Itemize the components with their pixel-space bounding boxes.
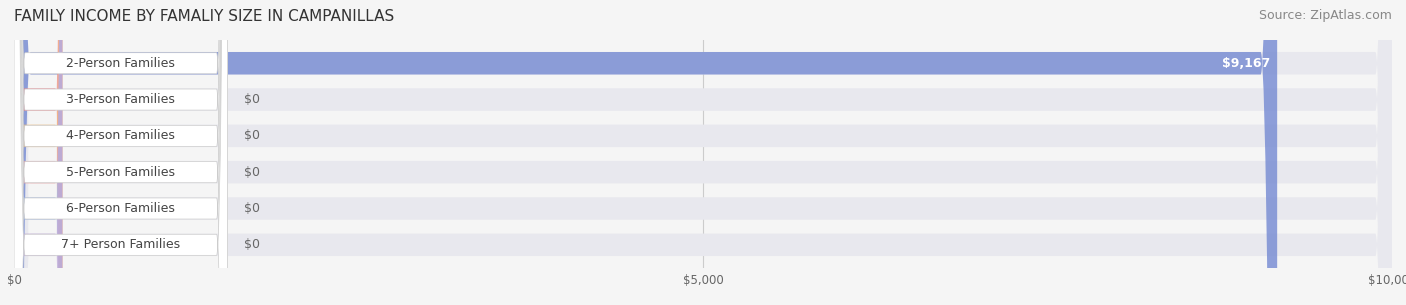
Text: Source: ZipAtlas.com: Source: ZipAtlas.com <box>1258 9 1392 22</box>
FancyBboxPatch shape <box>14 0 1392 305</box>
Text: FAMILY INCOME BY FAMALIY SIZE IN CAMPANILLAS: FAMILY INCOME BY FAMALIY SIZE IN CAMPANI… <box>14 9 394 24</box>
FancyBboxPatch shape <box>14 0 1392 305</box>
FancyBboxPatch shape <box>14 0 62 305</box>
Text: $0: $0 <box>245 166 260 179</box>
FancyBboxPatch shape <box>14 0 228 305</box>
Text: 5-Person Families: 5-Person Families <box>66 166 176 179</box>
Text: $9,167: $9,167 <box>1222 57 1270 70</box>
Text: 7+ Person Families: 7+ Person Families <box>62 238 180 251</box>
FancyBboxPatch shape <box>14 0 62 305</box>
Text: 4-Person Families: 4-Person Families <box>66 129 176 142</box>
FancyBboxPatch shape <box>14 0 228 305</box>
Text: 6-Person Families: 6-Person Families <box>66 202 176 215</box>
FancyBboxPatch shape <box>14 0 228 305</box>
Text: $0: $0 <box>245 93 260 106</box>
Text: 2-Person Families: 2-Person Families <box>66 57 176 70</box>
FancyBboxPatch shape <box>14 0 1392 305</box>
FancyBboxPatch shape <box>14 0 62 305</box>
Text: $0: $0 <box>245 129 260 142</box>
FancyBboxPatch shape <box>14 0 228 305</box>
Text: 3-Person Families: 3-Person Families <box>66 93 176 106</box>
FancyBboxPatch shape <box>14 0 1392 305</box>
FancyBboxPatch shape <box>14 0 1392 305</box>
FancyBboxPatch shape <box>14 0 1392 305</box>
Text: $0: $0 <box>245 238 260 251</box>
FancyBboxPatch shape <box>14 0 228 305</box>
FancyBboxPatch shape <box>14 0 62 305</box>
FancyBboxPatch shape <box>14 0 228 305</box>
FancyBboxPatch shape <box>14 0 1277 305</box>
FancyBboxPatch shape <box>14 0 62 305</box>
Text: $0: $0 <box>245 202 260 215</box>
